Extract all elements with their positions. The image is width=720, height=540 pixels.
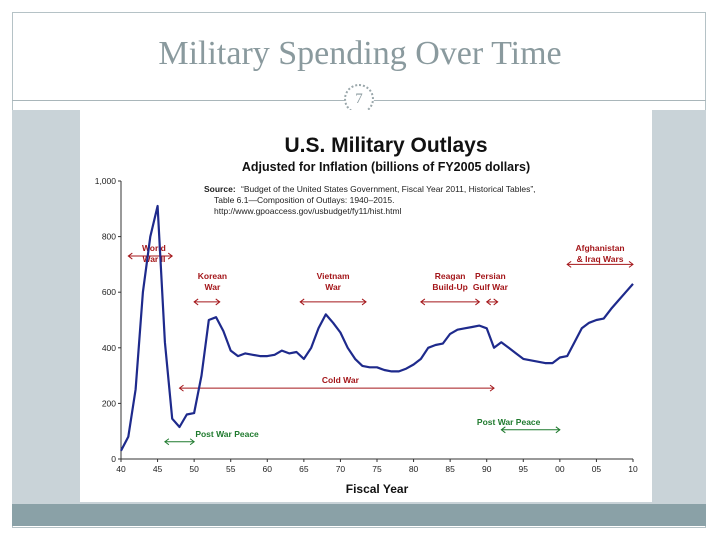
source-note: Source: “Budget of the United States Gov… (204, 184, 536, 216)
source-label: Source: (204, 184, 236, 194)
y-tick-label: 600 (102, 287, 116, 297)
source-line-2: Table 6.1—Composition of Outlays: 1940–2… (214, 195, 395, 205)
annotation-arrowhead (189, 438, 195, 446)
annotation-label: Afghanistan (576, 243, 625, 253)
y-tick-label: 0 (111, 454, 116, 464)
annotation-arrowhead (167, 252, 174, 260)
annotation-arrowhead (178, 384, 184, 392)
annotation-arrowhead (193, 298, 199, 306)
series-line (120, 204, 634, 452)
annotation-arrowhead (489, 384, 495, 392)
annotation-arrowhead (361, 298, 367, 306)
x-tick-label: 40 (116, 464, 126, 474)
annotation-label-line-2: Build-Up (432, 282, 467, 292)
annotation-label: World (142, 243, 166, 253)
annotation-label: Post War Peace (477, 417, 541, 427)
x-tick-label: 75 (372, 464, 382, 474)
source-text: “Budget of the United States Government,… (241, 184, 536, 194)
x-tick-label: 00 (555, 464, 565, 474)
source-line-3: http://www.gpoaccess.gov/usbudget/fy11/h… (214, 206, 402, 216)
x-tick-label: 10 (628, 464, 638, 474)
slide-title: Military Spending Over Time (158, 35, 562, 72)
annotation-label: Reagan (435, 271, 466, 281)
annotation-label-line-2: War (205, 282, 221, 292)
annotation-label-line-2: & Iraq Wars (577, 254, 624, 264)
annotation-arrowhead (485, 298, 492, 306)
y-tick-label: 400 (102, 343, 116, 353)
chart-svg: U.S. Military Outlays Adjusted for Infla… (95, 134, 638, 496)
annotation-arrowhead (299, 298, 305, 306)
annotation-label: Persian (475, 271, 506, 281)
annotation-label: Cold War (322, 375, 360, 385)
series (120, 204, 634, 452)
x-tick-label: 95 (519, 464, 529, 474)
y-tick-label: 1,000 (95, 176, 117, 186)
annotation-arrowhead (500, 426, 506, 434)
annotation-label: Post War Peace (195, 429, 259, 439)
svg-text:Source: “Budget of the: Source: “Budget of the United States Gov… (204, 184, 536, 194)
x-tick-label: 65 (299, 464, 309, 474)
annotation-label-line-2: War (325, 282, 341, 292)
chart-title: U.S. Military Outlays (284, 134, 487, 157)
annotation-arrowhead (493, 298, 499, 306)
x-tick-label: 45 (153, 464, 163, 474)
annotation-arrowhead (555, 426, 561, 434)
footer-bar (12, 504, 706, 526)
x-tick-label: 05 (592, 464, 602, 474)
annotation-arrowhead (215, 298, 221, 306)
annotation-arrowhead (566, 260, 572, 268)
x-tick-label: 60 (263, 464, 273, 474)
x-tick-label: 55 (226, 464, 236, 474)
y-tick-label: 200 (102, 398, 116, 408)
annotation-arrowhead (164, 438, 170, 446)
x-axis-label: Fiscal Year (346, 482, 409, 496)
annotation-label: Vietnam (317, 271, 350, 281)
x-tick-label: 80 (409, 464, 419, 474)
annotation-arrowhead (628, 260, 634, 268)
y-tick-label: 800 (102, 232, 116, 242)
annotation-label: Korean (198, 271, 227, 281)
chart-subtitle: Adjusted for Inflation (billions of FY20… (242, 160, 530, 174)
military-outlays-chart: U.S. Military Outlays Adjusted for Infla… (80, 110, 652, 502)
axes: 0 200 400 600 800 1,000 40 45 50 55 60 65 70 75 80 85 90… (95, 176, 638, 474)
annotation-label-line-2: War II (143, 254, 166, 264)
x-tick-label: 85 (445, 464, 455, 474)
x-tick-label: 50 (189, 464, 199, 474)
annotation-arrowhead (475, 298, 481, 306)
x-tick-label: 70 (336, 464, 346, 474)
x-tick-label: 90 (482, 464, 492, 474)
annotation-arrowhead (127, 252, 133, 260)
annotation-label-line-2: Gulf War (473, 282, 509, 292)
annotation-arrowhead (420, 298, 426, 306)
